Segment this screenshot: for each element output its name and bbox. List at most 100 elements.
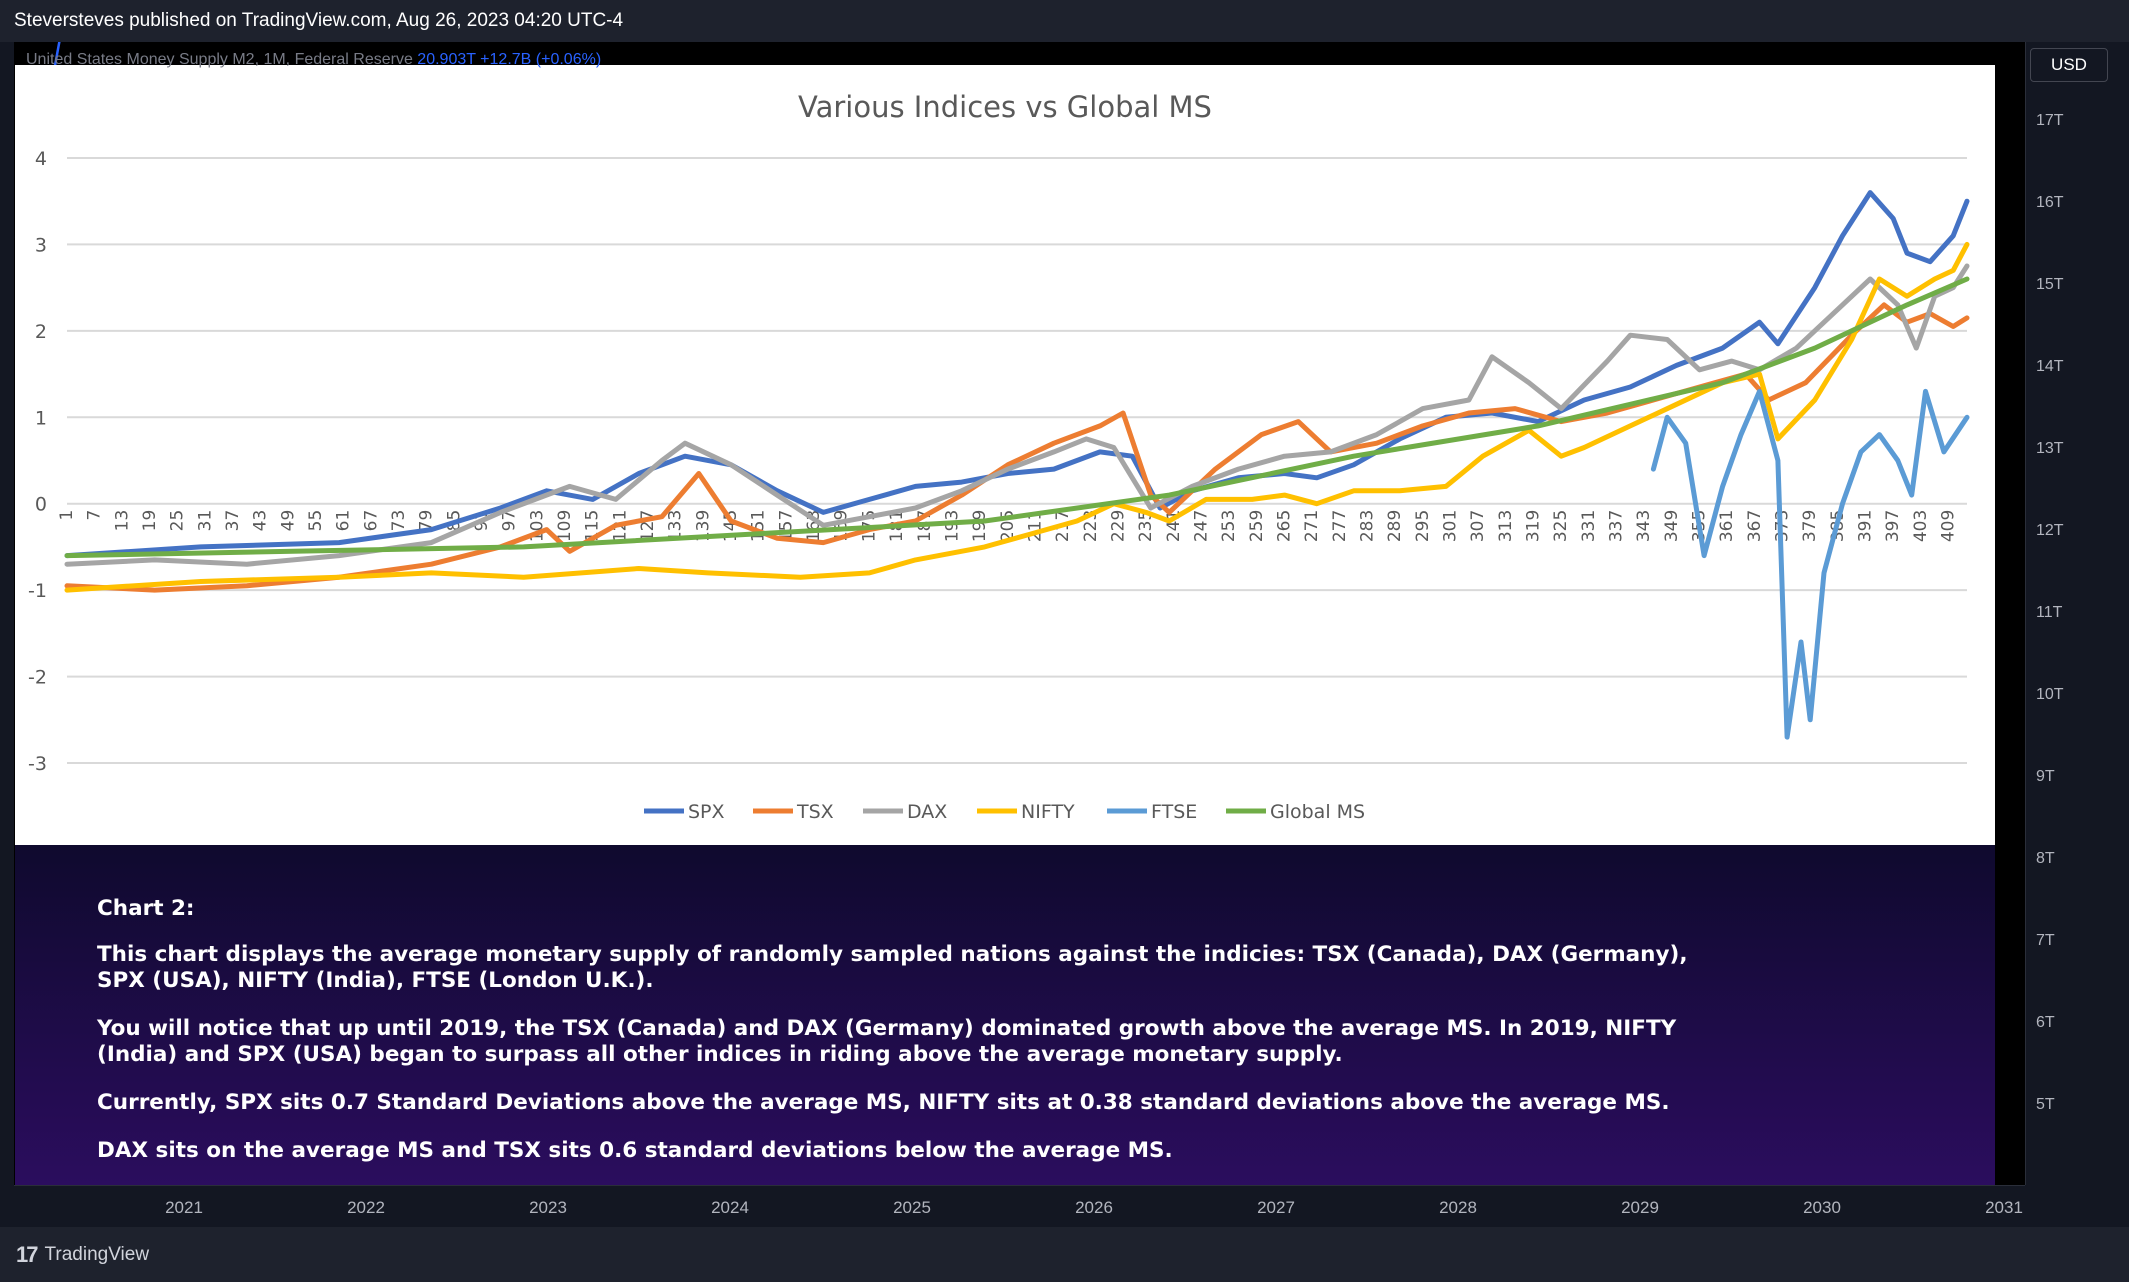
time-tick: 2028 bbox=[1439, 1198, 1477, 1217]
x-tick-label: 289 bbox=[1385, 510, 1405, 542]
x-tick-label: 283 bbox=[1357, 510, 1377, 542]
price-tick: 7T bbox=[2036, 932, 2055, 949]
x-tick-label: 379 bbox=[1800, 510, 1820, 542]
y-tick-label: -1 bbox=[28, 580, 47, 602]
x-tick-label: 301 bbox=[1440, 510, 1460, 542]
y-tick-label: 0 bbox=[35, 494, 47, 516]
price-tick: 8T bbox=[2036, 850, 2055, 867]
time-tick: 2031 bbox=[1985, 1198, 2023, 1217]
x-tick-label: 193 bbox=[942, 510, 962, 542]
x-tick-label: 295 bbox=[1413, 510, 1433, 542]
x-tick-label: 397 bbox=[1883, 510, 1903, 542]
x-tick-label: 67 bbox=[361, 510, 381, 532]
symbol-title: United States Money Supply M2, 1M, Feder… bbox=[26, 51, 413, 68]
x-tick-label: 325 bbox=[1551, 510, 1571, 542]
description-paragraph-4: DAX sits on the average MS and TSX sits … bbox=[97, 1138, 1173, 1163]
price-tick: 6T bbox=[2036, 1014, 2055, 1031]
legend-label: FTSE bbox=[1151, 801, 1197, 823]
chart-title: Various Indices vs Global MS bbox=[798, 90, 1212, 124]
x-tick-label: 409 bbox=[1939, 510, 1959, 542]
x-tick-label: 97 bbox=[500, 510, 520, 532]
y-tick-label: -3 bbox=[28, 753, 47, 775]
x-tick-label: 49 bbox=[278, 510, 298, 532]
series-line-ftse bbox=[1650, 388, 1970, 740]
price-tick: 17T bbox=[2036, 112, 2064, 129]
legend-item: SPX bbox=[644, 801, 725, 823]
x-tick-label: 109 bbox=[555, 510, 575, 542]
symbol-legend[interactable]: United States Money Supply M2, 1M, Feder… bbox=[26, 51, 601, 69]
price-tick: 13T bbox=[2036, 440, 2064, 457]
x-tick-label: 19 bbox=[140, 510, 160, 532]
x-tick-label: 253 bbox=[1219, 510, 1239, 542]
legend-item: NIFTY bbox=[977, 801, 1075, 823]
x-tick-label: 1 bbox=[57, 510, 77, 521]
time-tick: 2024 bbox=[711, 1198, 749, 1217]
y-tick-label: 1 bbox=[35, 407, 47, 429]
legend-label: DAX bbox=[907, 801, 947, 823]
x-tick-label: 307 bbox=[1468, 510, 1488, 542]
x-tick-label: 319 bbox=[1524, 510, 1544, 542]
x-tick-label: 349 bbox=[1662, 510, 1682, 542]
y-tick-label: -2 bbox=[28, 667, 47, 689]
time-tick: 2022 bbox=[347, 1198, 385, 1217]
x-tick-label: 13 bbox=[112, 510, 132, 532]
x-tick-label: 391 bbox=[1856, 510, 1876, 542]
x-tick-label: 151 bbox=[749, 510, 769, 542]
series-line-spx bbox=[64, 190, 1970, 559]
x-tick-label: 133 bbox=[666, 510, 686, 542]
price-tick: 16T bbox=[2036, 194, 2064, 211]
brand-name[interactable]: TradingView bbox=[44, 1243, 150, 1265]
x-tick-label: 43 bbox=[251, 510, 271, 532]
x-tick-label: 271 bbox=[1302, 510, 1322, 542]
legend-label: TSX bbox=[796, 801, 834, 823]
time-tick: 2026 bbox=[1075, 1198, 1113, 1217]
time-tick: 2023 bbox=[529, 1198, 567, 1217]
x-tick-label: 259 bbox=[1247, 510, 1267, 542]
x-tick-label: 343 bbox=[1634, 510, 1654, 542]
legend-label: SPX bbox=[688, 801, 725, 823]
price-tick: 15T bbox=[2036, 276, 2064, 293]
legend-item: Global MS bbox=[1226, 801, 1365, 823]
price-axis[interactable] bbox=[2025, 42, 2129, 1185]
legend-label: NIFTY bbox=[1021, 801, 1075, 823]
legend-item: DAX bbox=[863, 801, 947, 823]
publisher-bar: Steversteves published on TradingView.co… bbox=[0, 0, 2129, 42]
x-tick-label: 199 bbox=[970, 510, 990, 542]
x-tick-label: 331 bbox=[1579, 510, 1599, 542]
x-tick-label: 367 bbox=[1745, 510, 1765, 542]
y-tick-label: 4 bbox=[35, 148, 47, 170]
legend-item: TSX bbox=[753, 801, 834, 823]
price-tick: 10T bbox=[2036, 686, 2064, 703]
currency-button[interactable]: USD bbox=[2030, 48, 2108, 82]
x-tick-label: 61 bbox=[334, 510, 354, 532]
description-heading: Chart 2: bbox=[97, 896, 195, 921]
x-tick-label: 403 bbox=[1911, 510, 1931, 542]
description-text: Chart 2: This chart displays the average… bbox=[97, 896, 1997, 1186]
x-tick-label: 37 bbox=[223, 510, 243, 532]
price-tick: 9T bbox=[2036, 768, 2055, 785]
x-tick-label: 229 bbox=[1108, 510, 1128, 542]
indices-chart: Various Indices vs Global MS43210-1-2-31… bbox=[28, 90, 1970, 823]
x-tick-label: 79 bbox=[417, 510, 437, 532]
footer-bar: 17 TradingView bbox=[0, 1227, 2129, 1282]
x-tick-label: 265 bbox=[1274, 510, 1294, 542]
time-tick: 2030 bbox=[1803, 1198, 1841, 1217]
x-tick-label: 313 bbox=[1496, 510, 1516, 542]
price-tick: 5T bbox=[2036, 1096, 2055, 1113]
tradingview-logo[interactable]: 17 bbox=[16, 1241, 39, 1267]
x-tick-label: 7 bbox=[85, 510, 105, 521]
time-tick: 2025 bbox=[893, 1198, 931, 1217]
x-tick-label: 361 bbox=[1717, 510, 1737, 542]
time-tick: 2027 bbox=[1257, 1198, 1295, 1217]
description-paragraph-3: Currently, SPX sits 0.7 Standard Deviati… bbox=[97, 1090, 1670, 1115]
time-axis[interactable] bbox=[14, 1185, 2025, 1228]
x-tick-label: 277 bbox=[1330, 510, 1350, 542]
symbol-change: +12.7B (+0.06%) bbox=[480, 51, 602, 68]
x-tick-label: 31 bbox=[195, 510, 215, 532]
x-tick-label: 25 bbox=[168, 510, 188, 532]
price-tick: 11T bbox=[2036, 604, 2063, 621]
y-tick-label: 3 bbox=[35, 234, 47, 256]
inserted-chart-image: Various Indices vs Global MS 4 3 2 1 0 -1 -2 -3 1… bbox=[15, 65, 1995, 845]
series-line-tsx bbox=[64, 302, 1970, 593]
series-line-dax bbox=[64, 263, 1970, 567]
